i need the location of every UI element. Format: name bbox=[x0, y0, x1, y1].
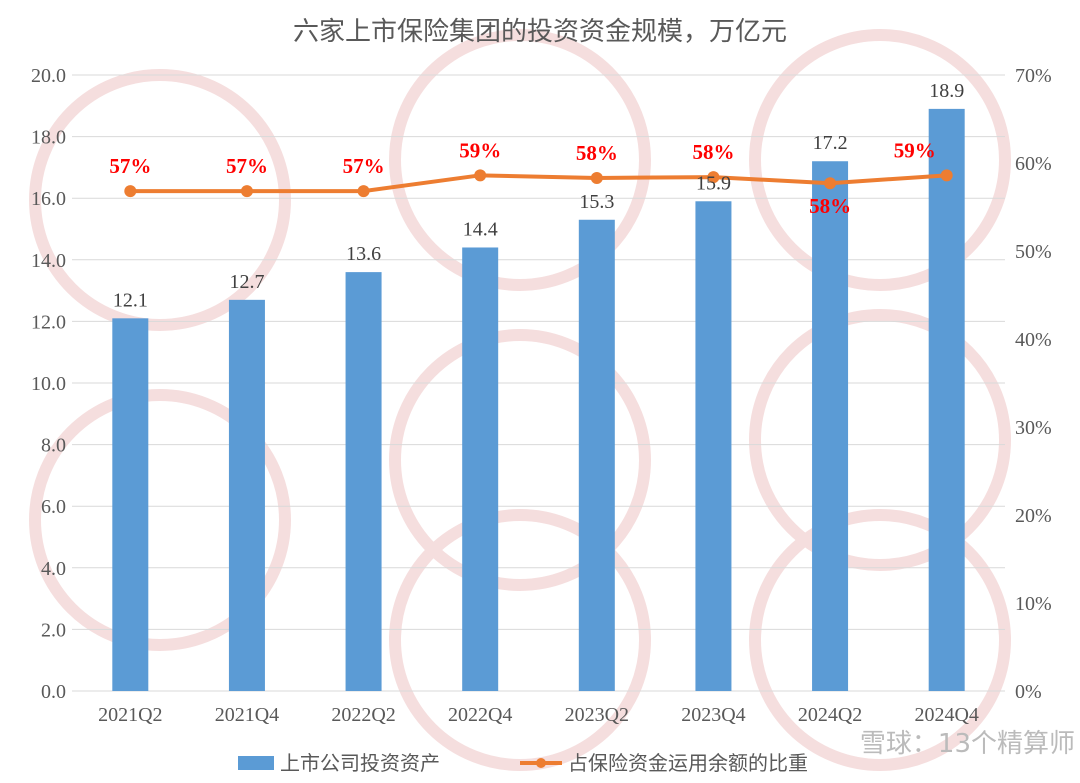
line-value-label: 58% bbox=[692, 140, 734, 164]
bar bbox=[695, 201, 732, 691]
stamp-ring bbox=[389, 329, 651, 591]
bar-value-label: 12.7 bbox=[229, 271, 264, 293]
stamp-ring bbox=[389, 29, 651, 291]
line-value-label: 58% bbox=[809, 194, 851, 218]
bar-value-label: 13.6 bbox=[346, 243, 381, 265]
chart-title: 六家上市保险集团的投资资金规模，万亿元 bbox=[293, 17, 787, 47]
right-tick-label: 60% bbox=[1015, 153, 1052, 175]
left-tick-label: 6.0 bbox=[41, 496, 66, 518]
x-tick-label: 2023Q4 bbox=[681, 704, 745, 726]
bar bbox=[462, 247, 499, 692]
left-tick-label: 14.0 bbox=[31, 250, 66, 272]
left-tick-label: 18.0 bbox=[31, 127, 66, 149]
legend-label-line: 占保险资金运用余额的比重 bbox=[568, 751, 808, 775]
line-point bbox=[707, 171, 720, 184]
left-tick-label: 8.0 bbox=[41, 435, 66, 457]
line-value-label: 57% bbox=[343, 154, 385, 178]
line-value-label: 58% bbox=[576, 141, 618, 165]
left-tick-label: 20.0 bbox=[31, 65, 66, 87]
bar bbox=[928, 108, 965, 691]
line-point bbox=[474, 169, 487, 182]
stamp-ring bbox=[29, 389, 291, 651]
stamp-ring bbox=[749, 509, 1011, 771]
left-tick-label: 4.0 bbox=[41, 558, 66, 580]
bar-value-label: 15.3 bbox=[579, 191, 614, 213]
line-point bbox=[357, 185, 370, 198]
line-point bbox=[940, 169, 953, 182]
bar bbox=[228, 299, 265, 691]
right-tick-label: 0% bbox=[1015, 681, 1042, 703]
line-point bbox=[824, 177, 837, 190]
bar bbox=[578, 219, 615, 691]
x-tick-label: 2023Q2 bbox=[565, 704, 629, 726]
right-tick-label: 50% bbox=[1015, 241, 1052, 263]
left-tick-label: 16.0 bbox=[31, 188, 66, 210]
stamp-ring bbox=[749, 29, 1011, 291]
line-value-label: 59% bbox=[459, 138, 501, 162]
bar-value-label: 14.4 bbox=[463, 218, 498, 240]
left-tick-label: 0.0 bbox=[41, 681, 66, 703]
bar-value-label: 12.1 bbox=[113, 289, 148, 311]
legend-label-bar: 上市公司投资资产 bbox=[280, 751, 440, 775]
line-value-label: 57% bbox=[109, 154, 151, 178]
bar bbox=[112, 318, 149, 691]
x-tick-label: 2022Q2 bbox=[331, 704, 395, 726]
right-tick-label: 20% bbox=[1015, 505, 1052, 527]
x-tick-label: 2022Q4 bbox=[448, 704, 512, 726]
x-tick-label: 2021Q2 bbox=[98, 704, 162, 726]
legend-swatch-bar bbox=[238, 756, 274, 770]
line-value-label: 57% bbox=[226, 154, 268, 178]
line-series bbox=[130, 173, 947, 194]
bar-value-label: 18.9 bbox=[929, 80, 964, 102]
watermark: 雪球：13个精算师 bbox=[860, 729, 1075, 759]
line-point bbox=[240, 185, 253, 198]
right-tick-label: 40% bbox=[1015, 329, 1052, 351]
left-tick-label: 2.0 bbox=[41, 619, 66, 641]
stamp-ring bbox=[749, 309, 1011, 571]
x-tick-label: 2024Q4 bbox=[914, 704, 978, 726]
bar bbox=[812, 161, 849, 692]
left-tick-label: 12.0 bbox=[31, 311, 66, 333]
right-tick-label: 10% bbox=[1015, 593, 1052, 615]
left-tick-label: 10.0 bbox=[31, 373, 66, 395]
x-tick-label: 2024Q2 bbox=[798, 704, 862, 726]
line-point bbox=[124, 185, 137, 198]
bar-value-label: 17.2 bbox=[813, 132, 848, 154]
line-value-label: 59% bbox=[894, 138, 936, 162]
bar bbox=[345, 272, 382, 691]
bar-value-label: 15.9 bbox=[696, 172, 731, 194]
right-tick-label: 70% bbox=[1015, 65, 1052, 87]
legend-swatch-marker bbox=[536, 758, 546, 768]
x-tick-label: 2021Q4 bbox=[215, 704, 279, 726]
line-point bbox=[590, 171, 603, 184]
right-tick-label: 30% bbox=[1015, 417, 1052, 439]
